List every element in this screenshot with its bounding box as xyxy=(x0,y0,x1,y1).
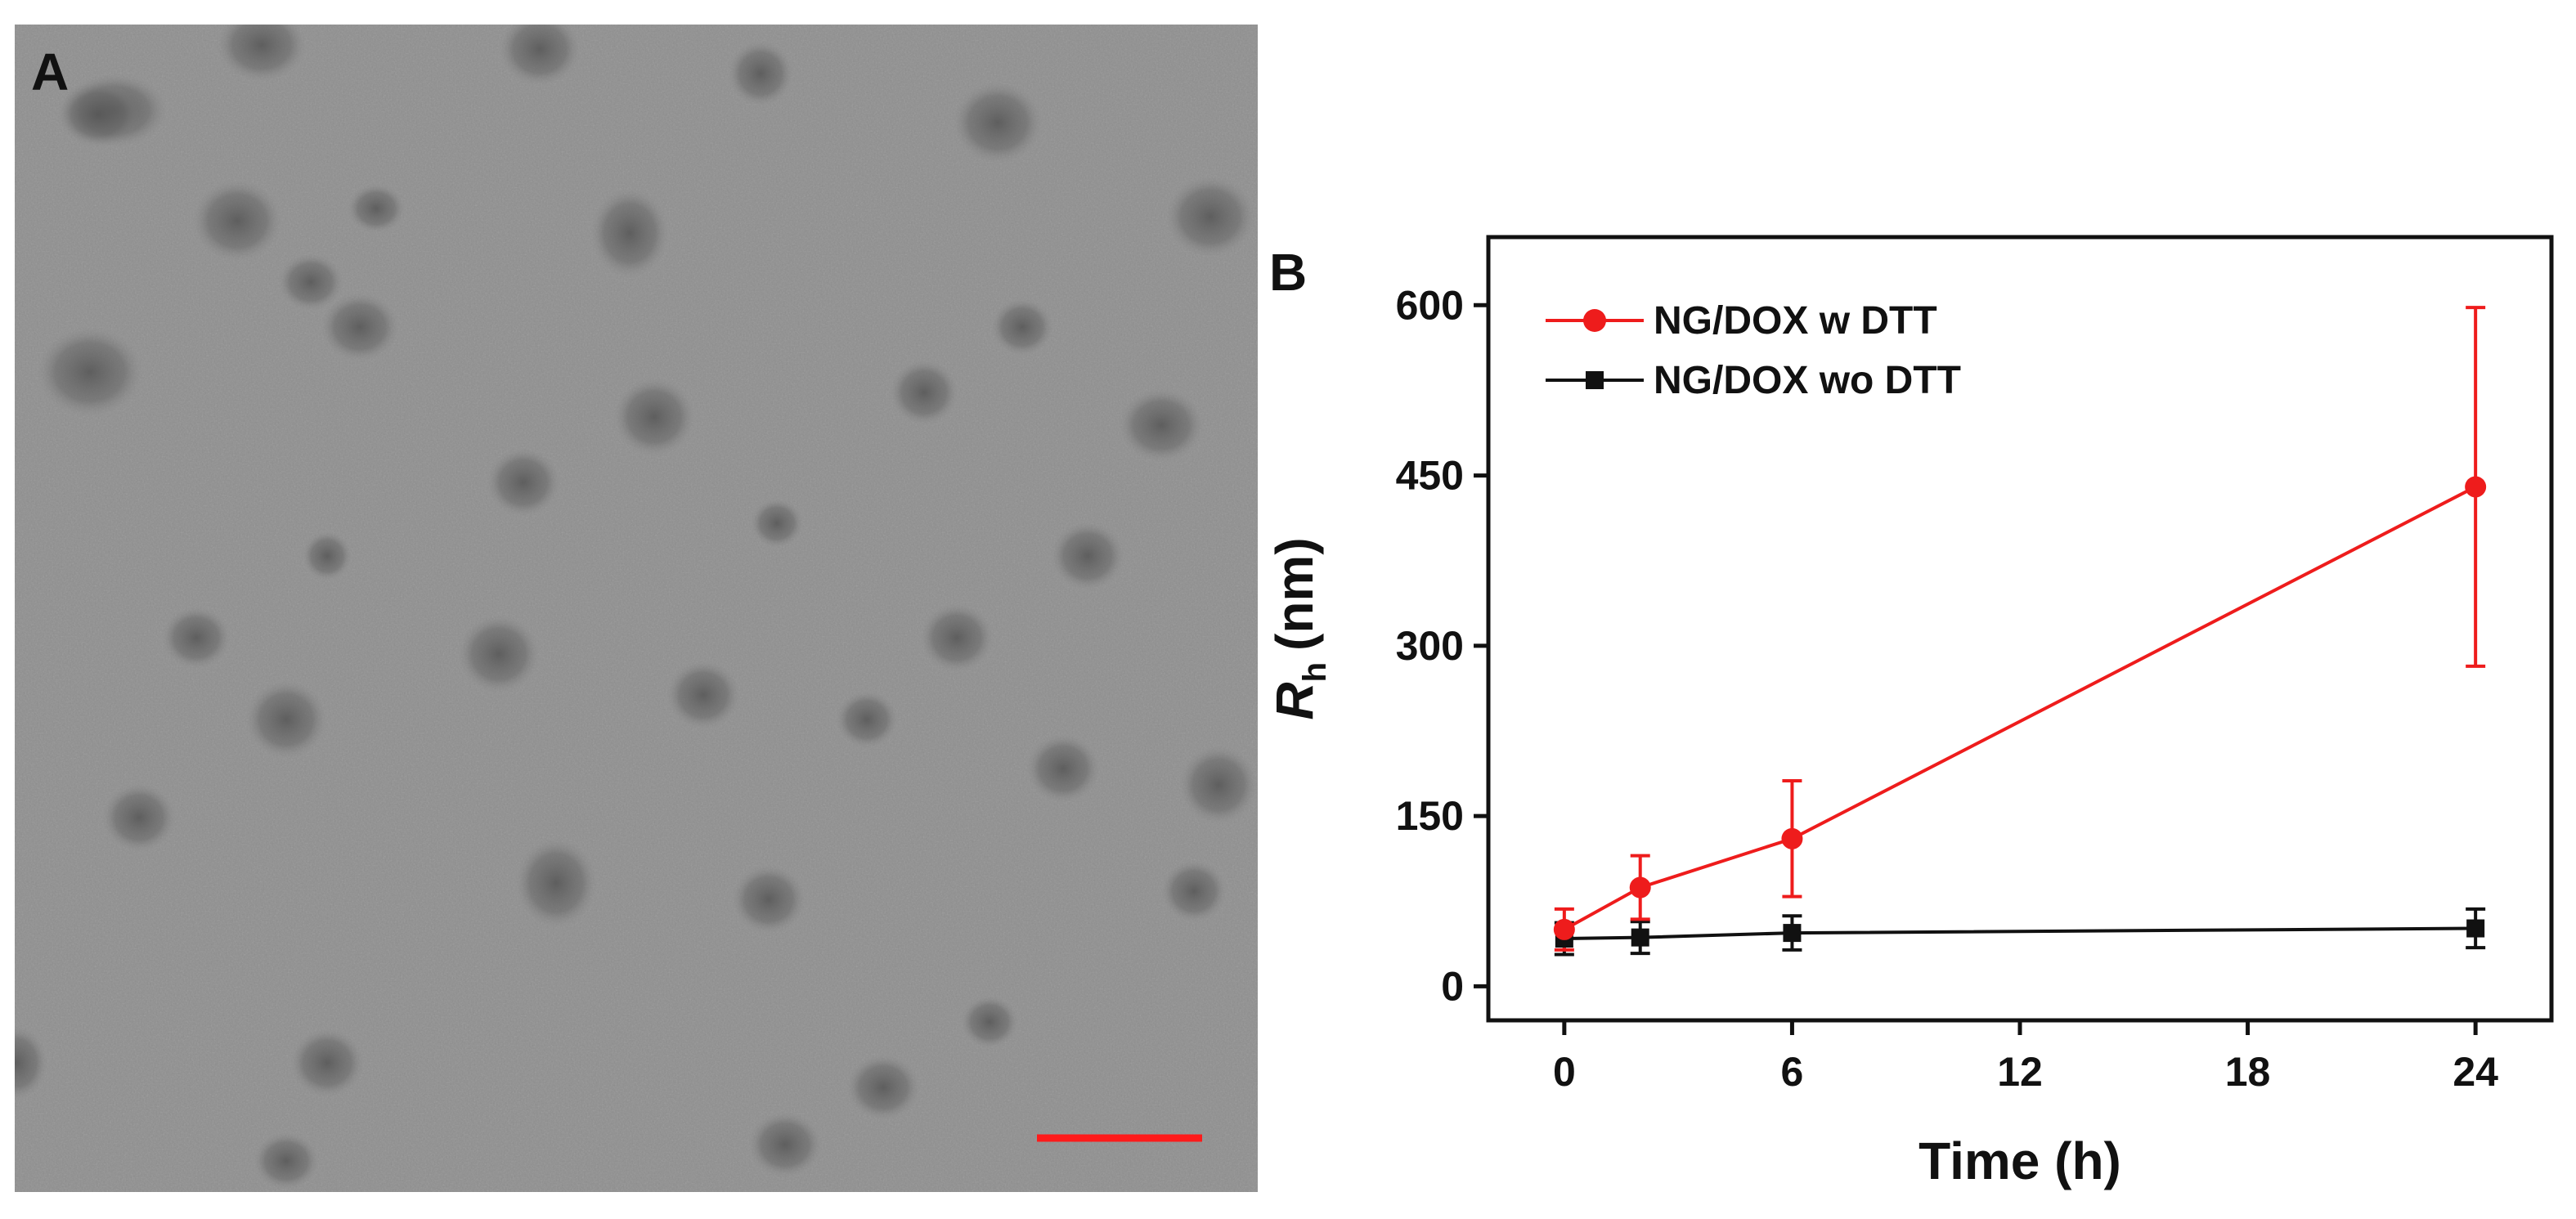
nanogel-particle xyxy=(217,25,307,82)
nanogel-particle xyxy=(1051,522,1124,590)
series-markers xyxy=(1553,476,2487,948)
nanogel-particle xyxy=(192,180,282,262)
legend-entry-1: NG/DOX w DTT xyxy=(1546,299,1937,343)
panel-b-label: B xyxy=(1269,243,1307,302)
nanogel-particle xyxy=(57,82,139,147)
y-axis-title-unit: (nm) xyxy=(1265,537,1324,651)
x-tick-label: 12 xyxy=(1997,1049,2043,1095)
data-point-circle xyxy=(2465,476,2487,498)
nanogel-particle xyxy=(846,1055,920,1120)
nanogel-particle xyxy=(321,293,399,361)
data-point-square xyxy=(2466,919,2485,938)
series-lines xyxy=(1563,485,2477,941)
legend-swatch-marker-1 xyxy=(1583,309,1606,332)
nanogel-particle xyxy=(1026,734,1100,803)
y-tick-label: 450 xyxy=(1396,453,1464,499)
y-tick-label: 300 xyxy=(1396,623,1464,669)
axis-ticks: 0 6 12 18 24 0 150 300 450 600 xyxy=(1396,282,2499,1095)
nanogel-particle xyxy=(348,184,405,233)
nanogel-particle xyxy=(1161,860,1227,922)
legend-label-1: NG/DOX w DTT xyxy=(1654,299,1937,343)
panel-a-label: A xyxy=(31,43,69,101)
x-tick-label: 0 xyxy=(1553,1049,1576,1095)
nanogel-particle xyxy=(991,298,1053,356)
x-tick-label: 18 xyxy=(2225,1049,2271,1095)
nanogel-particle xyxy=(499,25,581,86)
y-tick-label: 150 xyxy=(1396,793,1464,839)
nanogel-particle xyxy=(458,615,540,693)
nanogel-particle xyxy=(732,865,806,934)
y-axis-title-sub: h xyxy=(1297,662,1333,682)
nanogel-particle xyxy=(920,603,994,672)
data-point-circle xyxy=(1781,827,1803,849)
series-line-1 xyxy=(1563,485,2477,931)
nanogel-particle xyxy=(245,680,327,759)
x-tick-label: 24 xyxy=(2453,1049,2498,1095)
data-point-square xyxy=(1631,928,1649,947)
nanogel-particle xyxy=(1165,176,1255,258)
y-tick-label: 600 xyxy=(1396,282,1464,328)
nanogel-particle xyxy=(953,82,1043,164)
svg-text:Rh(nm): Rh (nm) xyxy=(1265,537,1333,719)
legend-swatch-marker-2 xyxy=(1586,371,1604,389)
tem-micrograph xyxy=(15,25,1258,1192)
nanogel-particle xyxy=(590,188,669,278)
y-axis-title: Rh (nm) xyxy=(1265,537,1333,719)
nanogel-particle xyxy=(254,1132,319,1190)
nanogel-particle xyxy=(613,378,695,456)
nanogel-particle xyxy=(278,253,343,311)
nanogel-particles xyxy=(15,25,1258,1190)
nanogel-particle xyxy=(162,607,231,669)
nanogel-particle xyxy=(303,531,352,580)
plot-frame xyxy=(1486,235,2554,1023)
series-line-2 xyxy=(1564,926,2476,941)
data-point-circle xyxy=(1553,918,1575,940)
error-bars xyxy=(1554,306,2486,957)
nanogel-particle xyxy=(102,783,176,852)
legend: NG/DOX w DTT NG/DOX wo DTT xyxy=(1546,299,1961,402)
nanogel-particle xyxy=(890,360,958,425)
nanogel-particle xyxy=(751,499,803,548)
legend-label-2: NG/DOX wo DTT xyxy=(1654,359,1961,402)
nanogel-particle xyxy=(836,691,898,748)
nanogel-particle xyxy=(666,661,740,729)
nanogel-particle xyxy=(290,1029,364,1097)
nanogel-particle xyxy=(748,1112,822,1177)
nanogel-particle xyxy=(1119,388,1204,462)
nanogel-particle xyxy=(37,327,143,417)
line-chart: 0 6 12 18 24 0 150 300 450 600 Time (h) Rh (nm) NG… xyxy=(1265,235,2554,1190)
nanogel-particle xyxy=(15,1026,47,1100)
y-axis-title-main: R xyxy=(1265,682,1324,719)
nanogel-particle xyxy=(728,41,793,106)
nanogel-particle xyxy=(487,448,560,517)
x-tick-label: 6 xyxy=(1781,1049,1804,1095)
nanogel-particle xyxy=(961,996,1018,1048)
y-tick-label: 0 xyxy=(1441,963,1464,1009)
data-point-square xyxy=(1783,924,1802,943)
x-axis-title: Time (h) xyxy=(1919,1132,2121,1190)
legend-entry-2: NG/DOX wo DTT xyxy=(1546,359,1961,402)
nanogel-particle xyxy=(515,838,597,928)
data-point-circle xyxy=(1629,876,1651,899)
nanogel-particle xyxy=(1179,746,1258,824)
